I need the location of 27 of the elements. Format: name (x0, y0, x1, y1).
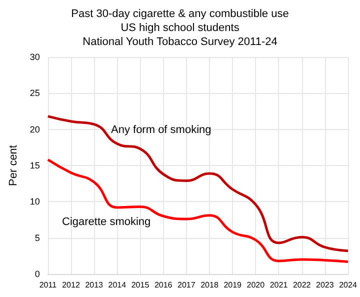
x-tick-label: 2014 (108, 280, 127, 290)
y-tick-label: 5 (34, 232, 40, 243)
y-axis-title: Per cent (8, 145, 20, 186)
x-tick-label: 2015 (131, 280, 150, 290)
y-tick-label: 20 (30, 124, 40, 134)
y-tick-label: 0 (34, 269, 40, 279)
y-tick-label: 25 (30, 88, 40, 98)
x-tick-label: 2023 (316, 280, 334, 290)
x-tick-label: 2018 (200, 280, 219, 290)
annotation: Any form of smoking (111, 124, 212, 136)
x-tick-label: 2021 (270, 280, 288, 290)
y-tick-label: 10 (30, 196, 40, 207)
x-tick-label: 2017 (178, 280, 196, 290)
x-tick-label: 2013 (85, 280, 104, 290)
x-tick-label: 2020 (246, 280, 266, 290)
x-tick-label: 2016 (154, 280, 173, 290)
line-series (46, 158, 350, 263)
x-tick-label: 2012 (62, 280, 80, 290)
x-tick-label: 2011 (39, 280, 58, 290)
x-tick-label: 2019 (224, 280, 242, 290)
annotation: Cigarette smoking (62, 216, 151, 228)
y-tick-label: 15 (30, 160, 40, 170)
line-series (46, 115, 350, 252)
x-tick-label: 2022 (292, 280, 312, 290)
x-tick-label: 2024 (339, 280, 358, 290)
y-tick-label: 30 (30, 52, 40, 62)
chart-title: Past 30-day cigarette & any combustible use US high school students National Youth Tobacco Survey 2011-24 (71, 8, 289, 48)
